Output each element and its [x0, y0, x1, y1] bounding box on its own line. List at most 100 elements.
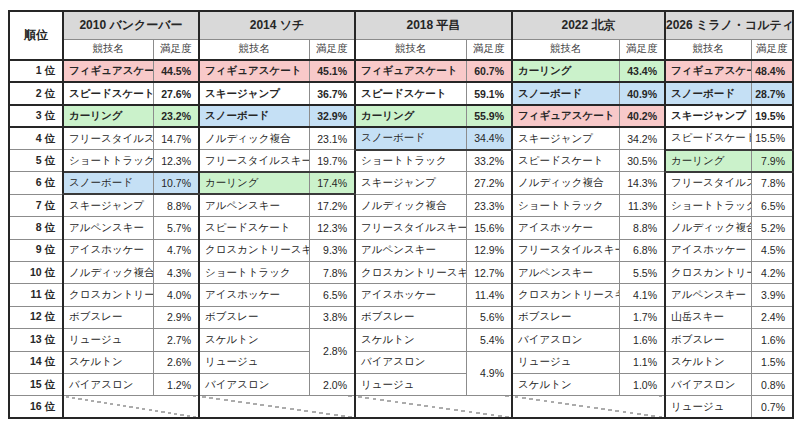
- satisfaction-cell: 7.9%: [751, 150, 793, 172]
- sport-cell: フィギュアスケート: [199, 60, 309, 82]
- rank-cell: 11 位: [9, 284, 63, 306]
- games-header-row: 順位 2010 バンクーバー 2014 ソチ 2018 平昌 2022 北京 2…: [9, 11, 793, 39]
- sport-cell: スノーボード: [665, 82, 751, 104]
- satisfaction-cell: 3.8%: [309, 306, 355, 328]
- sport-cell: フィギュアスケート: [665, 60, 751, 82]
- satisfaction-cell: 8.8%: [619, 217, 665, 239]
- satisfaction-cell: 9.3%: [309, 239, 355, 261]
- games-header-2018: 2018 平昌: [355, 11, 512, 39]
- ranking-row: 7 位スキージャンプ8.8%アルペンスキー17.2%ノルディック複合23.3%シ…: [9, 194, 793, 216]
- satisfaction-cell: 28.7%: [751, 82, 793, 104]
- satisfaction-cell: 17.4%: [309, 172, 355, 194]
- sport-cell: スピードスケート: [512, 150, 619, 172]
- satisfaction-cell: 2.0%: [309, 373, 355, 395]
- sport-cell: バイアスロン: [512, 329, 619, 351]
- satisfaction-cell: 5.6%: [466, 306, 512, 328]
- sport-cell: ノルディック複合: [355, 194, 466, 216]
- sport-cell: スノーボード: [199, 105, 309, 127]
- satisfaction-cell: 6.5%: [309, 284, 355, 306]
- ranking-row: 8 位アルペンスキー5.7%スピードスケート12.3%フリースタイルスキー15.…: [9, 217, 793, 239]
- sport-cell: スキージャンプ: [512, 127, 619, 149]
- satisfaction-cell: 2.7%: [153, 329, 199, 351]
- sport-cell: クロスカントリースキー: [63, 284, 153, 306]
- sport-cell: ノルディック複合: [512, 172, 619, 194]
- sport-cell: アルペンスキー: [665, 284, 751, 306]
- satisfaction-cell: 45.1%: [309, 60, 355, 82]
- rank-cell: 8 位: [9, 217, 63, 239]
- rank-cell: 6 位: [9, 172, 63, 194]
- sport-cell: 山岳スキー: [665, 306, 751, 328]
- satisfaction-cell: 7.8%: [309, 262, 355, 284]
- sport-cell: ショートトラック: [355, 150, 466, 172]
- sport-cell: リュージュ: [199, 351, 309, 373]
- sport-cell: フリースタイルスキー: [63, 127, 153, 149]
- satisfaction-cell: 7.8%: [751, 172, 793, 194]
- satisfaction-cell: 1.1%: [619, 351, 665, 373]
- sport-cell: バイアスロン: [199, 373, 309, 395]
- sport-cell: スキージャンプ: [63, 194, 153, 216]
- sport-cell: クロスカントリースキー: [512, 284, 619, 306]
- sport-cell: フィギュアスケート: [63, 60, 153, 82]
- satisfaction-cell: 0.7%: [751, 396, 793, 418]
- satisfaction-cell: 40.2%: [619, 105, 665, 127]
- satisfaction-cell: 1.6%: [751, 329, 793, 351]
- sport-cell: スケルトン: [512, 373, 619, 395]
- sport-cell: アイスホッケー: [512, 217, 619, 239]
- satisfaction-cell: 27.6%: [153, 82, 199, 104]
- sport-cell: クロスカントリースキー: [665, 262, 751, 284]
- satisfaction-cell: 4.1%: [619, 284, 665, 306]
- satisfaction-cell: 23.3%: [466, 194, 512, 216]
- satisfaction-cell: 19.5%: [751, 105, 793, 127]
- olympics-satisfaction-ranking-table: 順位 2010 バンクーバー 2014 ソチ 2018 平昌 2022 北京 2…: [8, 10, 794, 419]
- rank-cell: 5 位: [9, 150, 63, 172]
- sport-cell: スキージャンプ: [665, 105, 751, 127]
- ranking-row: 4 位フリースタイルスキー14.7%ノルディック複合23.1%スノーボード34.…: [9, 127, 793, 149]
- sport-cell: ショートトラック: [512, 194, 619, 216]
- ranking-row: 10 位ノルディック複合4.3%ショートトラック7.8%クロスカントリースキー1…: [9, 262, 793, 284]
- empty-diagonal-cell: [199, 396, 355, 418]
- satisfaction-cell: 5.5%: [619, 262, 665, 284]
- satisfaction-cell: 43.4%: [619, 60, 665, 82]
- sport-cell: ボブスレー: [512, 306, 619, 328]
- sport-cell: スケルトン: [665, 351, 751, 373]
- ranking-row: 16 位リュージュ0.7%: [9, 396, 793, 418]
- sport-cell: ボブスレー: [63, 306, 153, 328]
- sport-cell: スピードスケート: [665, 127, 751, 149]
- rank-cell: 12 位: [9, 306, 63, 328]
- satisfaction-cell: 11.3%: [619, 194, 665, 216]
- sport-cell: アルペンスキー: [63, 217, 153, 239]
- satisfaction-cell: 19.7%: [309, 150, 355, 172]
- satisfaction-cell: 1.0%: [619, 373, 665, 395]
- ranking-row: 15 位バイアスロン1.2%バイアスロン2.0%リュージュスケルトン1.0%バイ…: [9, 373, 793, 395]
- sport-cell: フィギュアスケート: [355, 60, 466, 82]
- sport-cell: アルペンスキー: [355, 239, 466, 261]
- sport-cell: スピードスケート: [63, 82, 153, 104]
- satisfaction-cell: 23.1%: [309, 127, 355, 149]
- rank-cell: 13 位: [9, 329, 63, 351]
- satisfaction-cell: 2.9%: [153, 306, 199, 328]
- satisfaction-cell: 3.9%: [751, 284, 793, 306]
- sport-cell: リュージュ: [512, 351, 619, 373]
- satisfaction-column-header: 満足度: [619, 39, 665, 60]
- rank-cell: 9 位: [9, 239, 63, 261]
- satisfaction-cell: 0.8%: [751, 373, 793, 395]
- empty-diagonal-cell: [63, 396, 199, 418]
- satisfaction-cell: 1.2%: [153, 373, 199, 395]
- rank-cell: 2 位: [9, 82, 63, 104]
- satisfaction-cell: 17.2%: [309, 194, 355, 216]
- games-header-2014: 2014 ソチ: [199, 11, 355, 39]
- satisfaction-cell: 12.9%: [466, 239, 512, 261]
- sport-cell: スノーボード: [63, 172, 153, 194]
- sport-cell: ノルディック複合: [665, 217, 751, 239]
- sport-column-header: 競技名: [665, 39, 751, 60]
- ranking-row: 13 位リュージュ2.7%スケルトン2.8%スケルトン5.4%バイアスロン1.6…: [9, 329, 793, 351]
- ranking-row: 5 位ショートトラック12.3%フリースタイルスキー19.7%ショートトラック3…: [9, 150, 793, 172]
- sport-cell: スノーボード: [512, 82, 619, 104]
- sport-cell: カーリング: [665, 150, 751, 172]
- rank-column-header: 順位: [9, 11, 63, 60]
- satisfaction-cell: 30.5%: [619, 150, 665, 172]
- sport-cell: スケルトン: [63, 351, 153, 373]
- satisfaction-cell: 14.7%: [153, 127, 199, 149]
- table-body: 1 位フィギュアスケート44.5%フィギュアスケート45.1%フィギュアスケート…: [9, 60, 793, 418]
- sport-cell: ノルディック複合: [199, 127, 309, 149]
